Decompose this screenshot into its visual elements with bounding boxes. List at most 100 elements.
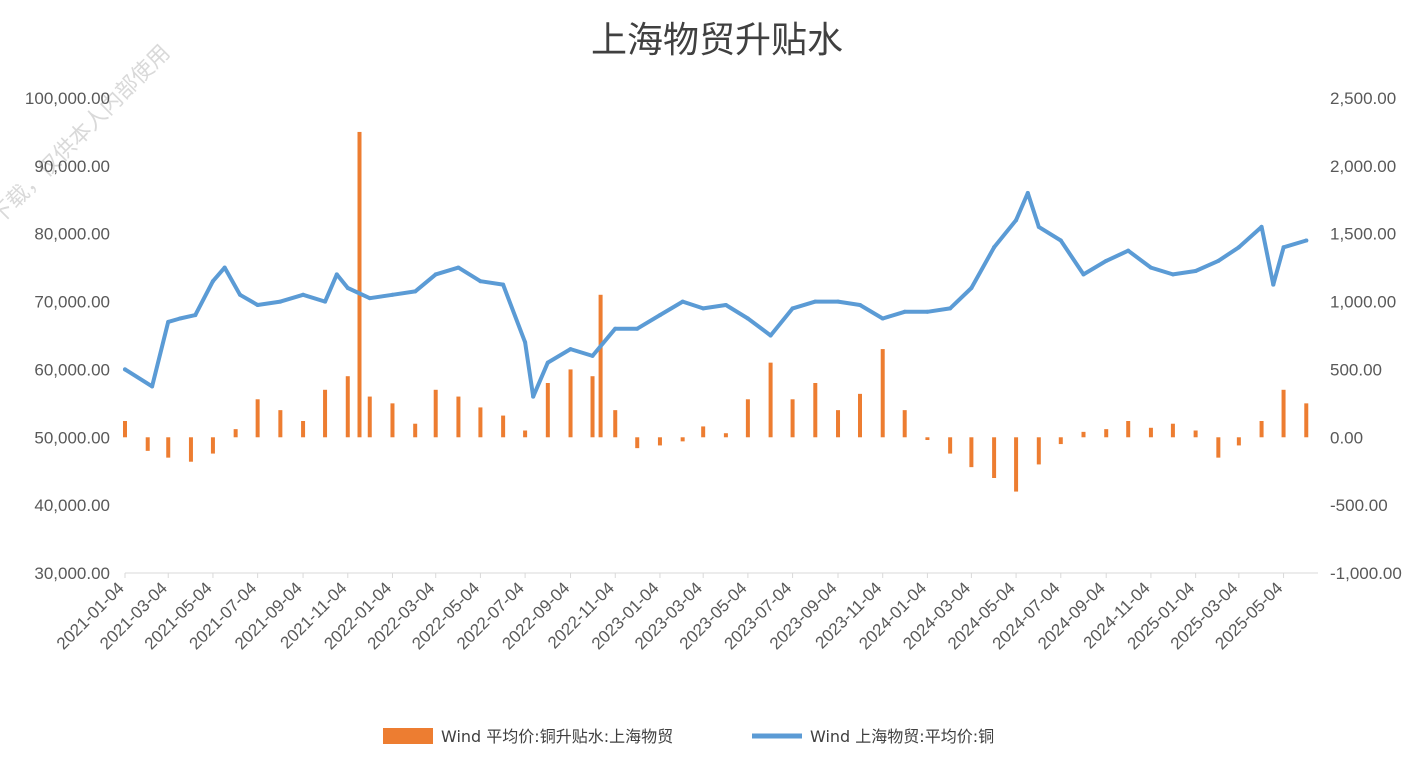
line-point — [590, 353, 595, 358]
line-point — [813, 299, 818, 304]
line-point — [413, 289, 418, 294]
right-tick-label: 500.00 — [1330, 360, 1382, 379]
bar — [568, 369, 573, 438]
legend-bar-label: Wind 平均价:铜升贴水:上海物贸 — [441, 727, 673, 746]
line-point — [790, 306, 795, 311]
bar — [1193, 430, 1198, 438]
left-tick-label: 30,000.00 — [34, 564, 110, 583]
right-tick-label: 0.00 — [1330, 428, 1363, 447]
bar — [723, 433, 728, 438]
line-point — [177, 316, 182, 321]
bar — [745, 399, 750, 438]
line-point — [857, 302, 862, 307]
bar — [478, 407, 483, 438]
bar — [1148, 427, 1153, 438]
bar — [278, 410, 283, 438]
bar — [390, 403, 395, 438]
line-point — [1281, 245, 1286, 250]
left-tick-label: 40,000.00 — [34, 496, 110, 515]
bar — [1259, 421, 1264, 438]
bar — [925, 437, 930, 440]
bar — [1236, 437, 1241, 446]
line-point — [1304, 238, 1309, 243]
bar — [680, 437, 685, 442]
line-point — [390, 292, 395, 297]
right-tick-label: -500.00 — [1330, 496, 1388, 515]
line-point — [238, 292, 243, 297]
bar — [357, 131, 362, 438]
left-tick-label: 100,000.00 — [25, 89, 110, 108]
line-point — [745, 316, 750, 321]
line-point — [1193, 269, 1198, 274]
line-point — [1081, 272, 1086, 277]
bar — [1058, 437, 1063, 445]
line-point — [478, 279, 483, 284]
bar — [657, 437, 662, 446]
bar — [857, 393, 862, 438]
line-point — [992, 245, 997, 250]
bar — [1036, 437, 1041, 465]
line-point — [193, 313, 198, 318]
legend-bar-swatch — [383, 728, 433, 744]
legend: Wind 平均价:铜升贴水:上海物贸 Wind 上海物贸:平均价:铜 — [383, 727, 994, 746]
line-point — [568, 347, 573, 352]
bar — [255, 399, 260, 438]
line-point — [301, 292, 306, 297]
bar — [523, 430, 528, 438]
line-point — [523, 340, 528, 345]
bar — [145, 437, 150, 451]
line-point — [456, 265, 461, 270]
left-tick-label: 80,000.00 — [34, 225, 110, 244]
line-point — [433, 272, 438, 277]
bar — [1216, 437, 1221, 458]
line-point — [1148, 265, 1153, 270]
line-point — [323, 299, 328, 304]
bar — [635, 437, 640, 449]
line-point — [969, 286, 974, 290]
line-point — [613, 326, 618, 331]
bar — [790, 399, 795, 438]
line-point — [531, 394, 536, 399]
line-point — [680, 299, 685, 304]
legend-line-label: Wind 上海物贸:平均价:铜 — [810, 727, 994, 746]
line-point — [1170, 272, 1175, 277]
line-point — [150, 384, 155, 389]
line-point — [1036, 224, 1041, 229]
bar — [545, 383, 550, 438]
price-line — [123, 191, 1309, 399]
bar — [948, 437, 953, 454]
bar — [413, 423, 418, 438]
bar — [992, 437, 997, 478]
bar — [590, 376, 595, 438]
line-point — [166, 319, 171, 324]
bar — [813, 383, 818, 438]
bar — [433, 389, 438, 438]
bar — [1104, 429, 1109, 438]
bar — [1081, 431, 1086, 438]
line-point — [723, 302, 728, 307]
line-point — [1014, 218, 1019, 223]
line-point — [635, 326, 640, 331]
line-point — [334, 272, 339, 277]
line-point — [345, 286, 350, 290]
bar-series — [123, 131, 1309, 492]
bar — [233, 429, 238, 438]
bar — [323, 389, 328, 438]
bar — [701, 426, 706, 438]
right-tick-label: 2,500.00 — [1330, 89, 1396, 108]
bar — [1281, 389, 1286, 438]
left-tick-label: 90,000.00 — [34, 157, 110, 176]
chart-title: 上海物贸升贴水 — [591, 20, 843, 61]
line-point — [222, 265, 227, 270]
bar — [902, 410, 907, 438]
line-point — [768, 333, 773, 338]
line-point — [1025, 191, 1030, 195]
line-point — [880, 316, 885, 321]
bar — [598, 294, 603, 438]
line-point — [278, 299, 283, 304]
line-point — [210, 279, 215, 284]
line-point — [836, 299, 841, 304]
bar — [836, 410, 841, 438]
bar — [210, 437, 215, 454]
